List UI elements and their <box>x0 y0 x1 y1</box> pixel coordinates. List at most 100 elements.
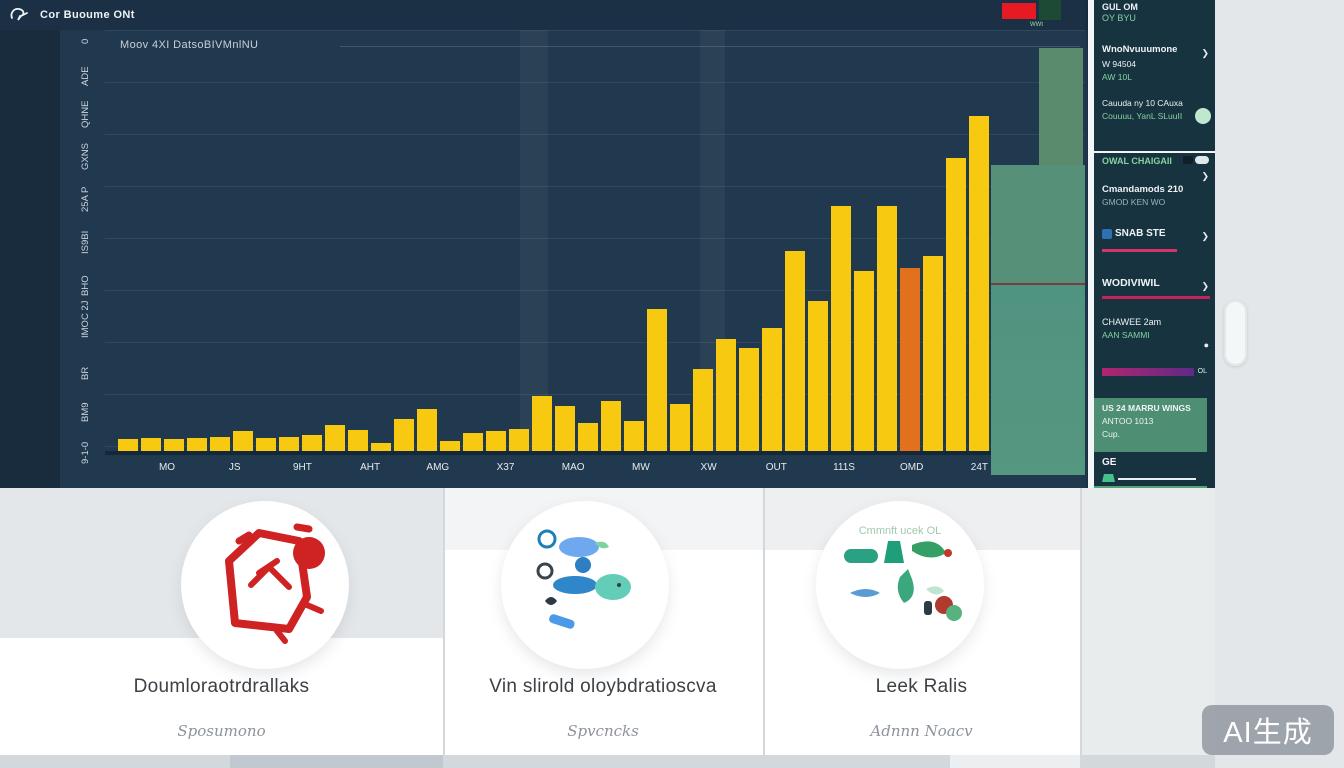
chart-bar <box>923 256 943 451</box>
chart-panel: Cor Buoume ONt WWt 0 ADE QHNE GXNS 25A P IS9B… <box>0 0 1092 488</box>
x-tick-label: OMD <box>900 462 924 473</box>
chart-bar <box>785 251 805 451</box>
chart-bar <box>371 443 391 451</box>
chevron-right-icon: ❯ <box>1201 281 1209 291</box>
gradient-bar-label: OL <box>1197 368 1207 375</box>
chart-bar <box>164 439 184 451</box>
y-tick-label: QHNE <box>80 100 91 128</box>
dot-icon: ● <box>1203 340 1209 350</box>
band-segment <box>230 755 443 768</box>
card-icon-circle[interactable] <box>181 501 349 669</box>
chart-bar <box>739 348 759 451</box>
card-divider <box>443 488 445 756</box>
legend-green-swatch <box>1039 0 1061 20</box>
bar-chart-plot <box>105 30 1085 455</box>
card-title: Doumloraotrdrallaks <box>133 676 310 697</box>
y-tick-label: BR <box>80 366 91 380</box>
chevron-right-icon: ❯ <box>1201 48 1209 58</box>
chart-bar <box>394 419 414 451</box>
badge-light-icon <box>1195 156 1209 164</box>
chart-bar <box>210 437 230 451</box>
bottom-section: Doumloraotrdrallaks Sposumono Vin s <box>0 488 1215 768</box>
chart-bar <box>578 423 598 451</box>
chart-baseline <box>105 451 1085 455</box>
badge-group <box>1183 156 1209 164</box>
y-tick-label: 25A P <box>80 186 91 212</box>
chart-bar <box>969 116 989 451</box>
card-divider <box>1080 488 1082 756</box>
chevron-right-icon: ❯ <box>1201 231 1209 241</box>
x-tick-label: JS <box>228 462 241 473</box>
sidebar-header-line2: OY BYU <box>1102 13 1136 23</box>
bar-series <box>118 116 989 451</box>
title-rule <box>340 46 1080 47</box>
x-tick-label: 9HT <box>292 462 312 473</box>
chart-bar <box>187 438 207 451</box>
sidebar-green-card[interactable]: US 24 MARRU WINGS ANTOO 1013 Cup. <box>1094 398 1207 452</box>
chart-bar <box>808 301 828 451</box>
chart-bar <box>900 268 920 451</box>
left-dark-strip <box>0 30 60 488</box>
card-icon-caption: Cmmnft ucek OL <box>858 525 942 537</box>
chart-bar <box>647 309 667 451</box>
card-icon-circle[interactable]: Cmmnft ucek OL <box>816 501 984 669</box>
chart-bar <box>624 421 644 451</box>
chart-bar <box>417 409 437 451</box>
chart-bar <box>118 439 138 451</box>
green-overlay-mid <box>991 165 1085 283</box>
blue-square-icon <box>1102 229 1112 239</box>
chart-bar <box>463 433 483 451</box>
card-title: Leek Ralis <box>875 676 968 697</box>
bottom-band <box>0 755 1215 768</box>
card-icon-circle[interactable] <box>501 501 669 669</box>
chart-bar <box>877 206 897 451</box>
watermark-badge: AI生成 <box>1202 705 1334 755</box>
x-tick-label: XW <box>700 462 717 473</box>
chart-bar <box>946 158 966 451</box>
card-visuals[interactable]: Vin slirold oloybdratioscva Spvcncks <box>443 488 763 756</box>
chart-bar <box>486 431 506 451</box>
gradient-progress-bar <box>1102 368 1194 376</box>
chart-bar <box>532 396 552 451</box>
green-shapes-icon <box>844 541 962 621</box>
y-tick-label: 0 <box>80 38 91 44</box>
scrollbar-thumb[interactable] <box>1224 300 1247 366</box>
chart-bar <box>555 406 575 451</box>
chevron-right-icon: ❯ <box>1201 171 1209 181</box>
y-tick-label: BHO <box>80 275 91 296</box>
right-gutter <box>1215 0 1344 768</box>
x-tick-label: MO <box>158 462 176 473</box>
overlay-red-line <box>991 283 1085 285</box>
chart-bar <box>601 401 621 451</box>
panel-divider[interactable] <box>1088 0 1094 596</box>
x-axis-labels: MO JS 9HT AHT AMG X37 MAO MW XW OUT 111S OMD 24T <box>105 455 1085 488</box>
card-divider <box>763 488 765 756</box>
top-bar: Cor Buoume ONt <box>0 0 1092 30</box>
app-logo-icon <box>10 7 28 21</box>
pink-underline <box>1102 249 1177 252</box>
chart-bar <box>256 438 276 451</box>
status-dot-icon <box>1195 108 1211 124</box>
chart-bar <box>670 404 690 451</box>
x-tick-label: 111S <box>833 462 855 473</box>
chart-bar <box>233 431 253 451</box>
chart-bar <box>141 438 161 451</box>
x-tick-label: OUT <box>765 462 787 473</box>
plot-highlight-stripe <box>520 30 548 455</box>
card-subtitle: Sposumono <box>177 722 266 740</box>
brand-title: Cor Buoume ONt <box>40 9 135 21</box>
card-subtitle: Spvcncks <box>567 722 639 740</box>
chart-bar <box>325 425 345 451</box>
sidebar-divider <box>1094 151 1215 153</box>
x-tick-label: 24T <box>970 462 989 473</box>
chart-bar <box>762 328 782 451</box>
y-tick-label: BM9 <box>80 402 91 422</box>
card-downloads[interactable]: Doumloraotrdrallaks Sposumono <box>0 488 443 756</box>
y-tick-label: GXNS <box>80 143 91 170</box>
card-leek[interactable]: Cmmnft ucek OL Leek Ralis Adnnn Noacv <box>763 488 1080 756</box>
badge-dark-icon <box>1183 156 1193 164</box>
chart-bar <box>348 430 368 451</box>
x-tick-label: AHT <box>360 462 381 473</box>
green-overlay-top <box>1039 48 1083 166</box>
chart-bar <box>831 206 851 451</box>
